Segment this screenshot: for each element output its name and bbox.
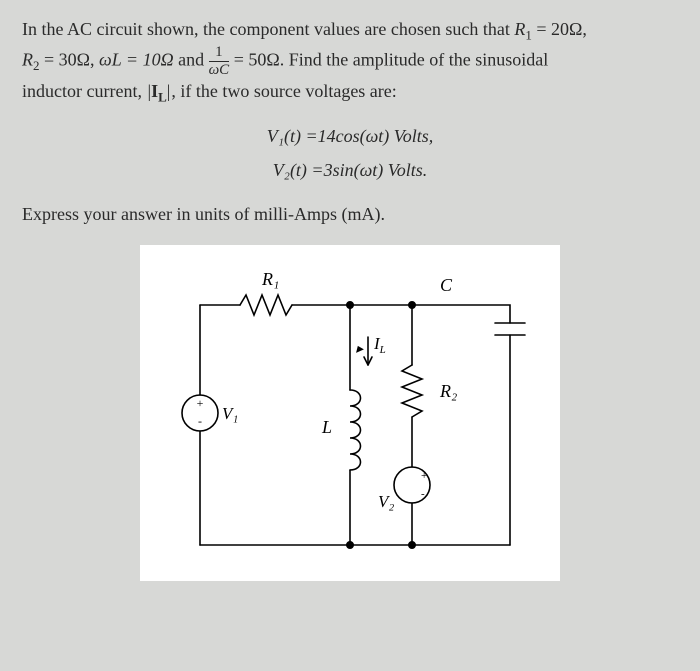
svg-text:▸: ▸	[356, 342, 364, 357]
label-il: ▸ IL	[356, 334, 386, 357]
txt-and: and	[174, 50, 209, 70]
eq-v1: V₁(t) =14cos(ωt) Volts,	[22, 120, 678, 152]
label-r2: R₂	[439, 381, 457, 401]
txt: inductor current,	[22, 81, 146, 101]
wl-value: ωL = 10Ω	[99, 50, 174, 70]
frac-den: ωC	[209, 62, 230, 78]
svg-text:-: -	[421, 488, 425, 500]
svg-text:IL: IL	[373, 334, 386, 356]
label-v1: V₁	[222, 404, 238, 423]
txt: , if the two source voltages are:	[171, 81, 396, 101]
il-sub: L	[158, 90, 167, 105]
wc-value: = 50Ω. Find the amplitude of the sinusoi…	[229, 50, 548, 70]
circuit-diagram: + - + - R₁ C R₂ L V₁ V₂ ▸ IL	[140, 245, 560, 581]
svg-text:-: -	[198, 414, 202, 428]
label-r1: R₁	[261, 269, 279, 289]
label-l: L	[321, 417, 332, 437]
answer-instruction: Express your answer in units of milli-Am…	[22, 201, 678, 227]
r1-symbol: R	[514, 19, 525, 39]
problem-statement: In the AC circuit shown, the component v…	[22, 16, 678, 108]
frac-one-over-wc: 1ωC	[209, 45, 230, 78]
svg-text:+: +	[197, 396, 204, 410]
r1-value: = 20Ω,	[532, 19, 587, 39]
r2-value: = 30Ω,	[40, 50, 100, 70]
txt: In the AC circuit shown, the component v…	[22, 19, 514, 39]
frac-num: 1	[209, 45, 230, 62]
eq-v2: V₂(t) =3sin(ωt) Volts.	[22, 154, 678, 186]
abs-il: IL	[146, 78, 171, 107]
source-equations: V₁(t) =14cos(ωt) Volts, V₂(t) =3sin(ωt) …	[22, 120, 678, 187]
label-v2: V₂	[378, 492, 394, 511]
svg-text:+: +	[421, 470, 427, 482]
label-c: C	[440, 275, 453, 295]
r2-symbol: R	[22, 50, 33, 70]
